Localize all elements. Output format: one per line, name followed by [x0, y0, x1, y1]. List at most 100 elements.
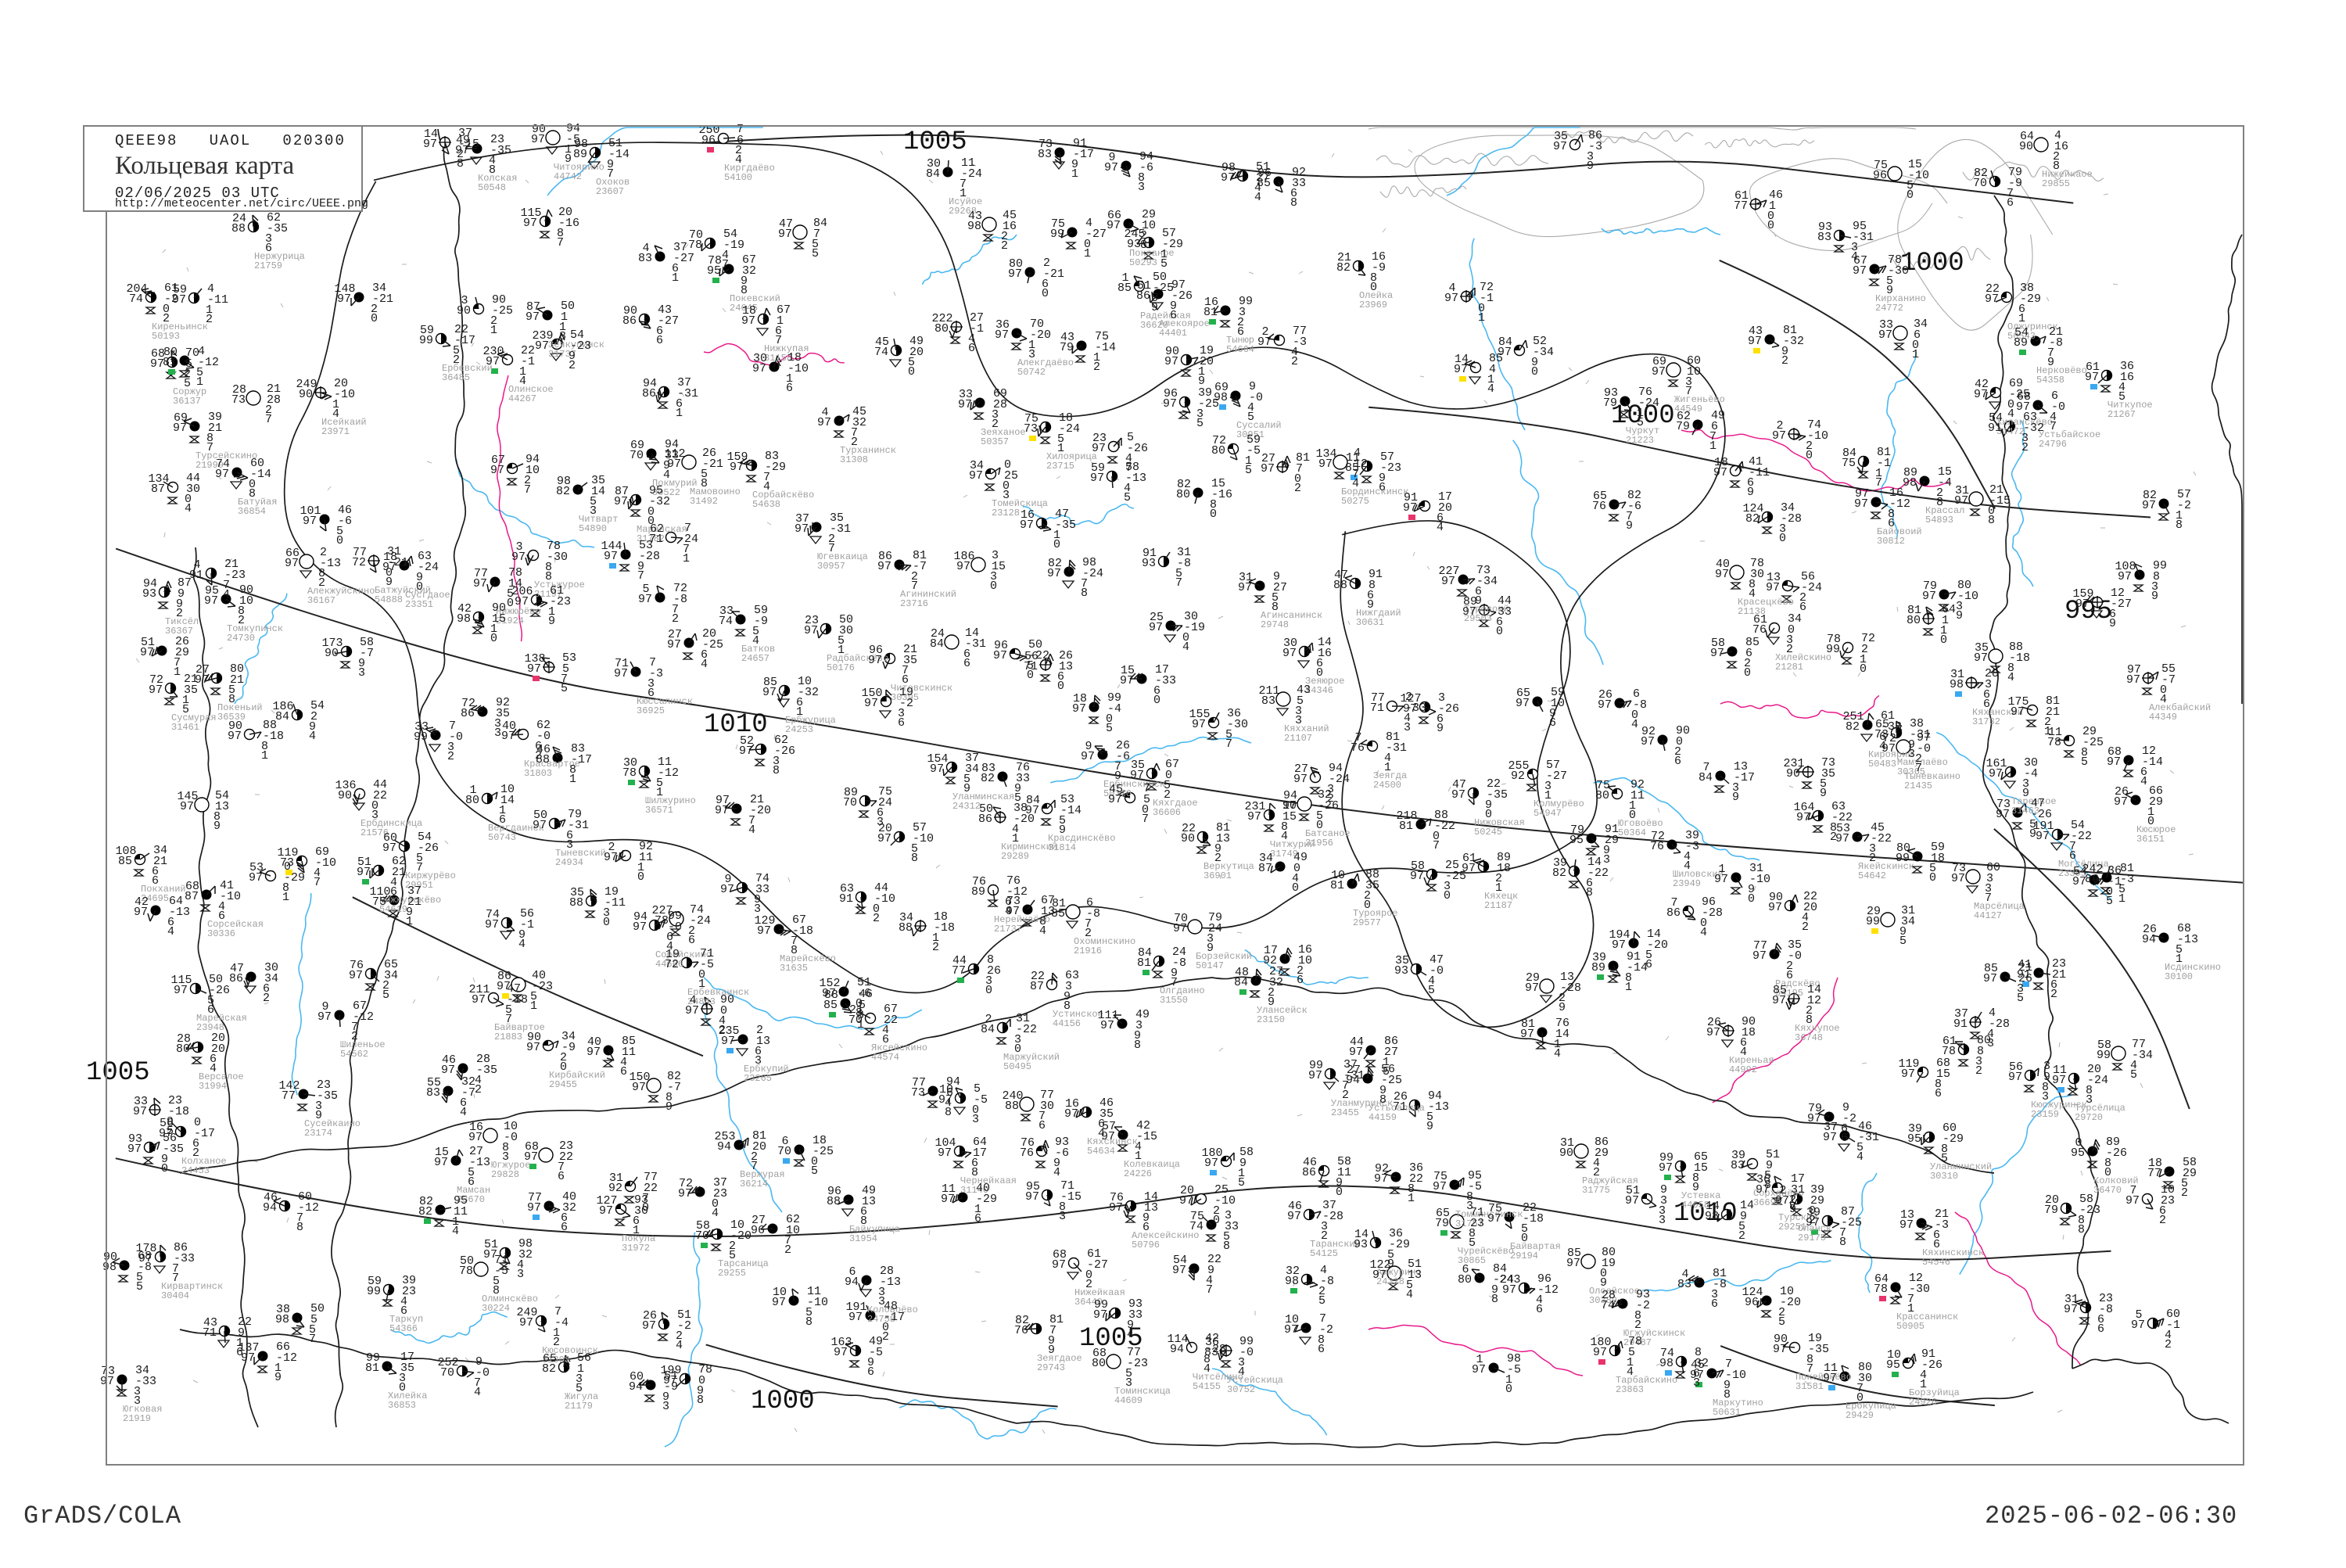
svg-text:97: 97 [938, 1146, 952, 1160]
svg-text:54890: 54890 [579, 523, 607, 534]
svg-text:82: 82 [981, 772, 995, 785]
svg-text:24796: 24796 [2039, 439, 2067, 450]
svg-text:54638: 54638 [752, 499, 780, 510]
svg-text:88: 88 [827, 1195, 841, 1208]
svg-text:6: 6 [963, 657, 970, 670]
svg-text:0: 0 [908, 365, 915, 379]
svg-text:97: 97 [1284, 1323, 1298, 1337]
svg-text:97: 97 [1238, 581, 1252, 594]
svg-text:44267: 44267 [508, 393, 536, 404]
svg-text:82: 82 [418, 1205, 432, 1218]
svg-text:97: 97 [1107, 219, 1121, 232]
svg-text:92: 92 [1511, 770, 1525, 783]
svg-text:97: 97 [1403, 702, 1417, 716]
svg-text:98: 98 [1659, 1357, 1673, 1370]
svg-text:73: 73 [911, 1086, 925, 1100]
svg-text:88: 88 [1005, 1100, 1019, 1113]
svg-text:0: 0 [1496, 625, 1503, 638]
svg-text:97: 97 [2008, 1071, 2022, 1084]
svg-text:86: 86 [1666, 906, 1681, 920]
svg-text:74: 74 [719, 615, 733, 628]
svg-text:4: 4 [712, 1207, 719, 1220]
svg-text:97: 97 [969, 469, 983, 483]
svg-text:97: 97 [1081, 750, 1095, 763]
svg-text:89: 89 [573, 148, 587, 161]
svg-text:1: 1 [1084, 247, 1091, 260]
svg-text:81: 81 [365, 1362, 379, 1375]
svg-text:95: 95 [1907, 1132, 1921, 1146]
svg-text:97: 97 [1257, 335, 1272, 349]
svg-text:90: 90 [299, 388, 313, 401]
svg-text:77: 77 [2147, 1167, 2161, 1180]
svg-text:97: 97 [1308, 1069, 1322, 1082]
svg-text:1: 1 [406, 915, 413, 928]
svg-text:97: 97 [614, 667, 628, 680]
svg-text:97: 97 [1553, 140, 1567, 153]
svg-text:0: 0 [1860, 662, 1867, 676]
svg-text:0: 0 [990, 579, 997, 593]
svg-text:97: 97 [614, 495, 628, 508]
svg-text:1: 1 [196, 375, 203, 389]
svg-text:97: 97 [1247, 810, 1261, 823]
svg-text:29175: 29175 [1798, 1233, 1826, 1243]
svg-text:88: 88 [231, 222, 246, 235]
svg-text:23607: 23607 [596, 186, 624, 197]
svg-text:9: 9 [213, 820, 221, 833]
svg-text:3: 3 [1059, 1210, 1066, 1223]
svg-text:99: 99 [1896, 852, 1910, 865]
svg-text:97: 97 [1403, 501, 1417, 515]
svg-text:79: 79 [2044, 1204, 2058, 1217]
svg-text:31994: 31994 [199, 1081, 227, 1092]
svg-text:93: 93 [1394, 964, 1408, 978]
svg-text:97: 97 [1349, 1046, 1363, 1059]
svg-text:97: 97 [730, 461, 744, 474]
svg-text:95: 95 [1886, 1358, 1900, 1372]
svg-text:97: 97 [1282, 799, 1297, 813]
svg-text:89: 89 [971, 885, 985, 899]
svg-text:90: 90 [338, 789, 352, 802]
svg-text:97: 97 [215, 468, 229, 481]
svg-text:97: 97 [1090, 472, 1104, 485]
svg-text:97: 97 [1006, 905, 1020, 918]
svg-text:50364: 50364 [1618, 827, 1646, 838]
svg-text:8: 8 [2078, 1223, 2085, 1236]
svg-text:9: 9 [1820, 787, 1827, 800]
svg-text:30310: 30310 [1930, 1171, 1958, 1182]
svg-text:4: 4 [518, 938, 526, 951]
svg-text:93: 93 [1127, 238, 1141, 251]
svg-text:4: 4 [1487, 382, 1494, 396]
svg-text:3: 3 [517, 1268, 524, 1281]
svg-text:97: 97 [1072, 702, 1086, 716]
svg-text:70: 70 [440, 1366, 454, 1380]
svg-text:97: 97 [1983, 972, 1997, 985]
svg-text:30752: 30752 [1227, 1384, 1255, 1395]
svg-text:79: 79 [1676, 420, 1690, 433]
svg-text:3: 3 [1987, 1037, 1994, 1050]
svg-text:24730: 24730 [227, 633, 255, 644]
svg-text:97: 97 [134, 906, 148, 919]
svg-text:50905: 50905 [1896, 1321, 1925, 1332]
svg-text:97: 97 [1433, 1180, 1447, 1193]
svg-text:76: 76 [1650, 840, 1664, 853]
svg-text:8: 8 [1839, 1236, 1846, 1249]
svg-text:81: 81 [1137, 956, 1151, 970]
svg-text:87: 87 [151, 483, 165, 496]
svg-text:73: 73 [231, 393, 246, 407]
svg-text:98: 98 [102, 1261, 117, 1274]
svg-text:74: 74 [1601, 1299, 1615, 1312]
svg-text:97: 97 [667, 457, 681, 471]
svg-text:70: 70 [630, 449, 644, 462]
svg-text:44992: 44992 [1729, 1064, 1757, 1075]
svg-text:44574: 44574 [871, 1052, 899, 1063]
svg-text:4: 4 [1856, 1150, 1864, 1164]
svg-text:54947: 54947 [1534, 808, 1562, 819]
svg-text:97: 97 [956, 560, 970, 573]
svg-text:87: 87 [185, 890, 199, 903]
svg-text:2: 2 [2165, 1338, 2172, 1351]
svg-text:97: 97 [1748, 335, 1762, 348]
svg-text:3: 3 [1404, 721, 1411, 734]
svg-text:97: 97 [2036, 830, 2050, 843]
svg-text:88: 88 [536, 753, 550, 766]
svg-text:97: 97 [993, 649, 1007, 662]
svg-text:6: 6 [968, 342, 975, 355]
